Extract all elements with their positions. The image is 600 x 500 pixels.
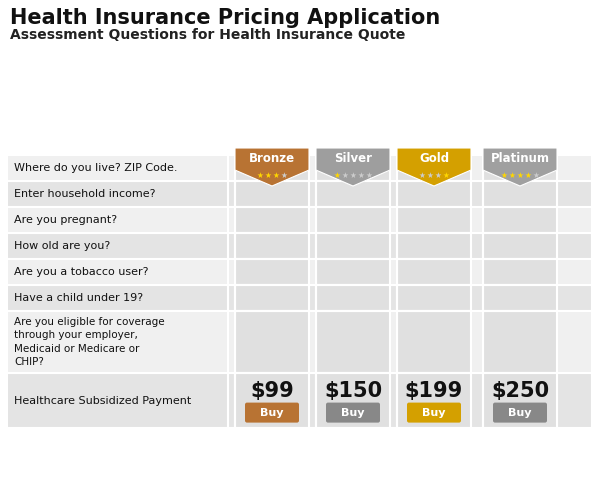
Text: ★: ★ (281, 171, 287, 180)
FancyBboxPatch shape (493, 402, 547, 422)
FancyBboxPatch shape (235, 207, 309, 233)
FancyBboxPatch shape (316, 207, 390, 233)
FancyBboxPatch shape (245, 402, 299, 422)
Polygon shape (316, 148, 390, 186)
Polygon shape (483, 148, 557, 186)
FancyBboxPatch shape (397, 233, 471, 259)
FancyBboxPatch shape (235, 259, 309, 285)
FancyBboxPatch shape (235, 155, 309, 181)
Text: ★: ★ (517, 171, 523, 180)
Text: $250: $250 (491, 381, 549, 401)
FancyBboxPatch shape (8, 259, 592, 285)
FancyBboxPatch shape (8, 155, 592, 181)
FancyBboxPatch shape (397, 181, 471, 207)
Text: ★: ★ (257, 171, 263, 180)
FancyBboxPatch shape (397, 285, 471, 311)
FancyBboxPatch shape (235, 285, 309, 311)
Text: ★: ★ (533, 171, 539, 180)
Text: ★: ★ (341, 171, 349, 180)
FancyBboxPatch shape (316, 259, 390, 285)
FancyBboxPatch shape (235, 233, 309, 259)
Text: $99: $99 (250, 381, 294, 401)
FancyBboxPatch shape (397, 373, 471, 428)
Text: Healthcare Subsidized Payment: Healthcare Subsidized Payment (14, 396, 191, 406)
FancyBboxPatch shape (397, 311, 471, 373)
FancyBboxPatch shape (483, 233, 557, 259)
FancyBboxPatch shape (8, 311, 592, 373)
Text: $199: $199 (405, 381, 463, 401)
Text: ★: ★ (272, 171, 280, 180)
Polygon shape (235, 148, 309, 186)
Text: Buy: Buy (341, 408, 365, 418)
Text: Buy: Buy (260, 408, 284, 418)
Text: Have a child under 19?: Have a child under 19? (14, 293, 143, 303)
Text: ★: ★ (443, 171, 449, 180)
Text: Silver: Silver (334, 152, 372, 165)
FancyBboxPatch shape (8, 233, 592, 259)
FancyBboxPatch shape (483, 207, 557, 233)
FancyBboxPatch shape (397, 155, 471, 181)
Text: Enter household income?: Enter household income? (14, 189, 155, 199)
FancyBboxPatch shape (483, 181, 557, 207)
Text: Where do you live? ZIP Code.: Where do you live? ZIP Code. (14, 163, 178, 173)
FancyBboxPatch shape (235, 181, 309, 207)
FancyBboxPatch shape (483, 285, 557, 311)
FancyBboxPatch shape (235, 373, 309, 428)
FancyBboxPatch shape (316, 233, 390, 259)
FancyBboxPatch shape (235, 311, 309, 373)
Text: ★: ★ (365, 171, 373, 180)
FancyBboxPatch shape (316, 285, 390, 311)
FancyBboxPatch shape (8, 373, 592, 428)
Text: ★: ★ (434, 171, 442, 180)
Text: Bronze: Bronze (249, 152, 295, 165)
Text: ★: ★ (500, 171, 508, 180)
FancyBboxPatch shape (397, 259, 471, 285)
Text: ★: ★ (419, 171, 425, 180)
FancyBboxPatch shape (483, 259, 557, 285)
Text: ★: ★ (350, 171, 356, 180)
Text: ★: ★ (358, 171, 364, 180)
Text: How old are you?: How old are you? (14, 241, 110, 251)
Text: Buy: Buy (508, 408, 532, 418)
Text: ★: ★ (524, 171, 532, 180)
FancyBboxPatch shape (483, 373, 557, 428)
Text: Gold: Gold (419, 152, 449, 165)
Text: ★: ★ (265, 171, 271, 180)
FancyBboxPatch shape (8, 181, 592, 207)
Text: Are you pregnant?: Are you pregnant? (14, 215, 117, 225)
FancyBboxPatch shape (8, 207, 592, 233)
FancyBboxPatch shape (316, 311, 390, 373)
Text: ★: ★ (334, 171, 340, 180)
FancyBboxPatch shape (407, 402, 461, 422)
Text: Are you a tobacco user?: Are you a tobacco user? (14, 267, 149, 277)
Text: $150: $150 (324, 381, 382, 401)
Text: Assessment Questions for Health Insurance Quote: Assessment Questions for Health Insuranc… (10, 28, 406, 42)
FancyBboxPatch shape (8, 285, 592, 311)
Text: ★: ★ (509, 171, 515, 180)
Text: Are you eligible for coverage
through your employer,
Medicaid or Medicare or
CHI: Are you eligible for coverage through yo… (14, 317, 164, 367)
Text: Platinum: Platinum (491, 152, 550, 165)
FancyBboxPatch shape (483, 155, 557, 181)
FancyBboxPatch shape (316, 181, 390, 207)
Text: ★: ★ (427, 171, 433, 180)
FancyBboxPatch shape (316, 155, 390, 181)
Text: Health Insurance Pricing Application: Health Insurance Pricing Application (10, 8, 440, 28)
FancyBboxPatch shape (326, 402, 380, 422)
FancyBboxPatch shape (397, 207, 471, 233)
FancyBboxPatch shape (316, 373, 390, 428)
Text: Buy: Buy (422, 408, 446, 418)
FancyBboxPatch shape (483, 311, 557, 373)
Polygon shape (397, 148, 471, 186)
